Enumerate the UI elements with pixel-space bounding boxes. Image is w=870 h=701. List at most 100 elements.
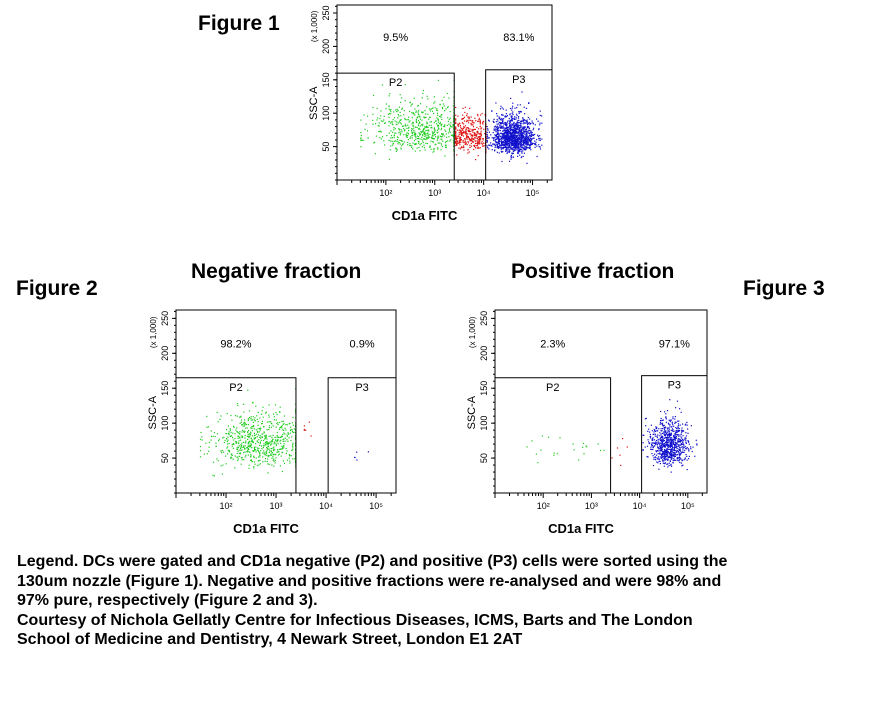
data-point [474, 128, 476, 130]
data-point [409, 120, 411, 122]
data-point [660, 430, 662, 432]
data-point [527, 116, 529, 119]
data-point [673, 459, 675, 461]
data-point [250, 444, 252, 446]
data-point [688, 455, 690, 457]
data-point [414, 132, 416, 135]
data-point [249, 451, 251, 454]
data-point [244, 451, 246, 453]
data-point [539, 135, 541, 137]
data-point [250, 427, 252, 429]
data-point [199, 438, 202, 440]
data-point [511, 128, 513, 130]
data-point [461, 122, 464, 124]
data-point [440, 138, 442, 140]
data-point [681, 446, 683, 448]
data-point [246, 447, 248, 449]
data-point [478, 137, 480, 139]
data-point [427, 132, 429, 134]
data-point [665, 416, 667, 418]
data-point [425, 116, 427, 118]
data-point [664, 463, 666, 465]
data-point [442, 125, 444, 127]
data-point [490, 134, 492, 136]
data-point [488, 137, 490, 139]
data-point [360, 135, 362, 137]
data-point [444, 124, 446, 126]
data-point [277, 438, 279, 441]
x-axis-label: CD1a FITC [233, 521, 299, 536]
data-point [521, 144, 523, 146]
data-point [243, 431, 245, 434]
data-point [526, 140, 528, 142]
data-point [270, 426, 273, 428]
data-point [261, 420, 263, 422]
data-point [399, 122, 401, 124]
data-point [271, 464, 273, 466]
data-point [398, 142, 401, 144]
data-point [470, 142, 472, 145]
data-point [388, 125, 390, 127]
data-point [240, 457, 242, 459]
data-point [669, 448, 671, 450]
data-point [409, 145, 411, 147]
data-point [660, 457, 662, 459]
data-point [404, 84, 406, 86]
data-point [292, 442, 294, 444]
data-point [678, 435, 680, 437]
data-point [380, 110, 382, 112]
data-point [432, 132, 434, 134]
data-point [247, 454, 249, 456]
data-point [657, 439, 659, 441]
data-point [505, 132, 507, 135]
data-point [655, 426, 657, 428]
data-point [273, 458, 275, 460]
data-point [394, 120, 396, 122]
data-point [680, 458, 682, 460]
data-point [528, 102, 530, 104]
data-point [671, 454, 673, 456]
data-point [441, 113, 443, 116]
data-point [497, 127, 499, 129]
data-point [251, 447, 253, 449]
data-point [512, 140, 514, 142]
data-point [674, 430, 676, 432]
population-between [455, 106, 487, 161]
data-point [286, 434, 288, 436]
data-point [521, 152, 523, 154]
data-point [685, 438, 687, 440]
data-point [503, 145, 505, 147]
data-point [496, 136, 498, 138]
data-point [521, 134, 523, 136]
data-point [514, 123, 516, 125]
data-point [520, 143, 522, 146]
data-point [242, 425, 244, 427]
data-point [418, 138, 420, 140]
data-point [267, 444, 269, 446]
data-point [661, 422, 664, 424]
data-point [227, 453, 229, 455]
data-point [513, 142, 515, 144]
data-point [682, 423, 684, 425]
data-point [527, 130, 529, 132]
data-point [622, 438, 624, 440]
data-point [231, 435, 233, 437]
data-point [360, 146, 362, 148]
data-point [521, 120, 523, 122]
data-point [504, 136, 506, 138]
data-point [514, 116, 516, 118]
data-point [230, 431, 232, 433]
data-point [663, 462, 665, 464]
data-point [258, 456, 260, 458]
data-point [679, 457, 681, 459]
data-point [675, 437, 677, 439]
data-point [663, 450, 665, 453]
data-point [224, 439, 226, 441]
data-point [678, 448, 680, 450]
data-point [680, 433, 682, 435]
data-point [482, 123, 484, 125]
data-point [508, 124, 511, 126]
data-point [402, 143, 404, 145]
data-point [656, 444, 659, 446]
data-point [274, 404, 277, 406]
